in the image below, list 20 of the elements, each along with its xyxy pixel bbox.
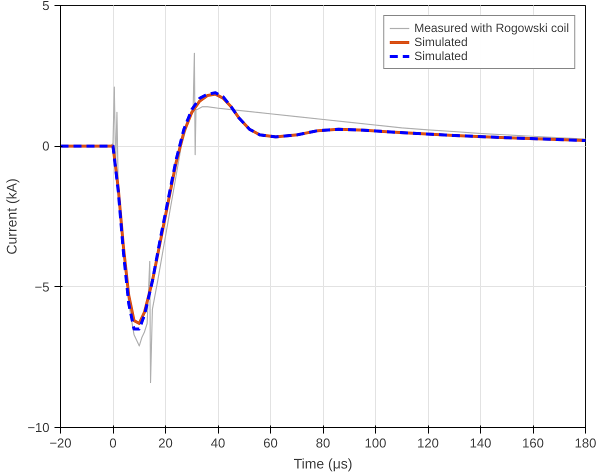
- x-tick-label: 160: [522, 436, 544, 450]
- x-tick-label: 0: [109, 436, 117, 450]
- legend-label: Simulated: [414, 49, 468, 63]
- x-tick-label: 20: [158, 436, 173, 450]
- y-tick-label: 5: [42, 0, 50, 13]
- x-tick-label: 80: [316, 436, 330, 450]
- x-tick-label: 120: [417, 436, 439, 450]
- legend-label: Measured with Rogowski coil: [414, 21, 569, 35]
- y-tick-label: −10: [27, 420, 50, 435]
- x-axis-title: Time (μs): [294, 456, 352, 472]
- x-tick-label: 140: [470, 436, 492, 450]
- y-tick-label: 0: [42, 138, 50, 154]
- x-tick-label: 40: [210, 436, 226, 450]
- x-tick-label: 180: [574, 436, 596, 450]
- x-tick-label: 100: [364, 436, 386, 450]
- y-axis-title: Current (kA): [3, 178, 20, 255]
- x-tick-label: 60: [263, 436, 278, 450]
- legend-label: Simulated: [414, 35, 468, 49]
- y-tick-label: −5: [34, 279, 50, 294]
- x-tick-label: −20: [49, 436, 72, 450]
